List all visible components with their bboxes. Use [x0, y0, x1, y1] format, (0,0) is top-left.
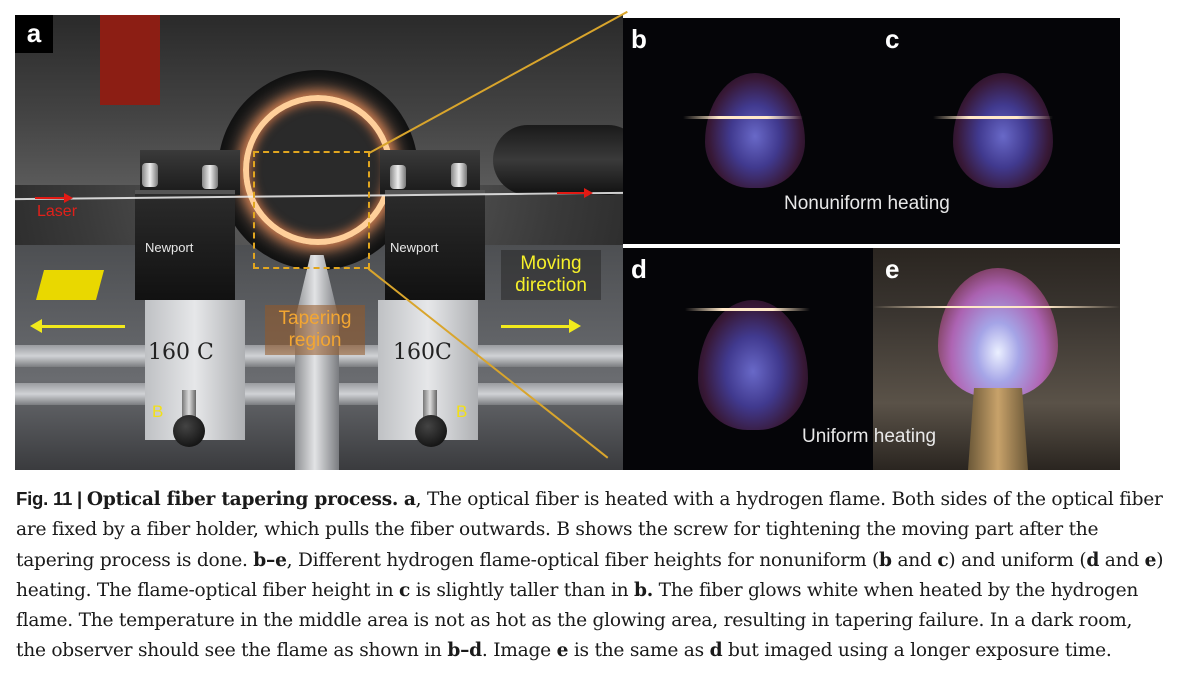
- caption-text: and: [1099, 549, 1145, 571]
- caption-ref: c: [398, 579, 411, 601]
- panel-e-tag: e: [885, 254, 900, 284]
- brand-logo-left: Newport: [145, 240, 194, 255]
- moving-direction-label: Moving direction: [501, 250, 601, 300]
- panel-d-photo: d: [623, 248, 873, 470]
- flame-glow: [698, 300, 808, 430]
- yellow-pad: [35, 270, 105, 300]
- screw-label-left: B: [152, 402, 164, 421]
- caption-text: and: [891, 549, 938, 571]
- panel-a-photo: Newport Newport 160 C 160C Tapering regi…: [15, 15, 623, 470]
- caption-text: ) heating. The flame-optical fiber heigh…: [16, 549, 1164, 601]
- tightening-knob-right: [415, 415, 447, 447]
- glowing-fiber: [683, 116, 803, 119]
- caption-text: . Image: [481, 640, 557, 662]
- caption-ref: b–e: [253, 549, 287, 571]
- laser-arrow-out: [557, 188, 593, 198]
- panel-c-tag: c: [885, 24, 900, 54]
- fiber-holder-left: [135, 190, 235, 300]
- flame-glow: [953, 73, 1053, 188]
- uniform-heating-label: Uniform heating: [802, 426, 937, 447]
- figure-number: Fig. 11 |: [16, 488, 87, 509]
- figure-caption: Fig. 11 | Optical fiber tapering process…: [16, 484, 1166, 667]
- nonuniform-heating-label: Nonuniform heating: [784, 193, 950, 214]
- handwriting-right: 160C: [393, 340, 452, 365]
- fiber-holder-right: [385, 190, 485, 300]
- move-left-arrow: [30, 319, 125, 333]
- caption-ref: a: [403, 489, 416, 510]
- flame-glow: [705, 73, 805, 188]
- caption-text: is slightly taller than in: [410, 579, 635, 601]
- move-right-arrow: [501, 319, 581, 333]
- caption-ref: e: [1144, 549, 1157, 571]
- caption-ref: b: [879, 549, 892, 571]
- panel-e-photo: e: [873, 248, 1120, 470]
- tapering-region-box: [253, 151, 370, 269]
- caption-ref: e: [556, 640, 569, 662]
- caption-text: , Different hydrogen flame-optical fiber…: [286, 549, 880, 571]
- caption-text: The fiber glows white when heated by the…: [16, 579, 1139, 662]
- panel-d-tag: d: [631, 254, 647, 284]
- figure-title: Optical fiber tapering process.: [86, 489, 399, 510]
- panel-b-photo: b: [623, 18, 873, 244]
- caption-text: , The optical fiber is heated with a hyd…: [16, 489, 1163, 571]
- caption-ref: b–d: [447, 640, 482, 662]
- fiber-line: [873, 306, 1120, 308]
- panel-b-tag: b: [631, 24, 647, 54]
- clamp-screw: [451, 163, 467, 187]
- clamp-screw: [202, 165, 218, 189]
- brand-logo-right: Newport: [390, 240, 439, 255]
- black-hose: [493, 125, 623, 195]
- laser-arrow-in: [35, 193, 73, 203]
- flame-nozzle: [295, 255, 339, 470]
- clamp-screw: [142, 163, 158, 187]
- screw-shaft-right: [423, 390, 437, 420]
- caption-ref: c: [937, 549, 949, 571]
- glowing-fiber: [685, 308, 810, 311]
- nozzle-tip: [968, 388, 1028, 470]
- handwriting-left: 160 C: [148, 340, 214, 365]
- caption-ref: d: [709, 640, 723, 662]
- caption-text: but imaged using a longer exposure time.: [722, 640, 1112, 662]
- caption-text: is the same as: [568, 640, 710, 662]
- red-equipment: [100, 15, 160, 105]
- caption-ref: d: [1086, 549, 1100, 571]
- glowing-fiber: [933, 116, 1053, 119]
- tightening-knob-left: [173, 415, 205, 447]
- caption-ref: b.: [634, 579, 654, 601]
- panel-c-photo: c: [873, 18, 1120, 244]
- panel-a-tag: a: [15, 15, 53, 53]
- flame-glow: [938, 268, 1058, 398]
- tapering-region-label: Tapering region: [265, 305, 365, 355]
- caption-text: ) and uniform (: [948, 549, 1087, 571]
- clamp-screw: [390, 165, 406, 189]
- screw-shaft-left: [182, 390, 196, 420]
- figure: Newport Newport 160 C 160C Tapering regi…: [15, 10, 1120, 470]
- screw-label-right: B: [456, 402, 468, 421]
- laser-label: Laser: [37, 203, 78, 220]
